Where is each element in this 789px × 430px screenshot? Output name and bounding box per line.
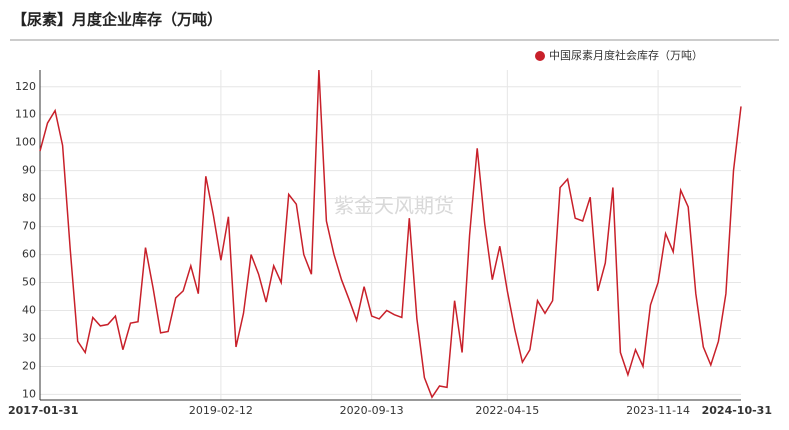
y-tick-label: 80 — [22, 192, 36, 205]
x-tick-label: 2024-10-31 — [702, 404, 772, 417]
y-tick-label: 110 — [15, 108, 36, 121]
watermark: 紫金天风期货 — [334, 194, 454, 218]
y-tick-label: 50 — [22, 276, 36, 289]
x-tick-label: 2017-01-31 — [8, 404, 78, 417]
x-tick-label: 2019-02-12 — [189, 404, 253, 417]
chart-title: 【尿素】月度企业库存（万吨） — [12, 11, 222, 29]
y-tick-label: 100 — [15, 136, 36, 149]
y-tick-label: 30 — [22, 331, 36, 344]
y-tick-label: 60 — [22, 248, 36, 261]
x-tick-label: 2022-04-15 — [475, 404, 539, 417]
y-tick-label: 20 — [22, 359, 36, 372]
y-tick-label: 10 — [22, 387, 36, 400]
x-tick-label: 2020-09-13 — [340, 404, 404, 417]
y-tick-label: 120 — [15, 80, 36, 93]
series-line — [39, 69, 742, 399]
legend-label: 中国尿素月度社会库存（万吨） — [549, 48, 703, 62]
x-tick-label: 2023-11-14 — [626, 404, 690, 417]
y-tick-label: 70 — [22, 220, 36, 233]
legend-marker — [535, 51, 545, 61]
y-tick-label: 90 — [22, 164, 36, 177]
y-tick-label: 40 — [22, 304, 36, 317]
